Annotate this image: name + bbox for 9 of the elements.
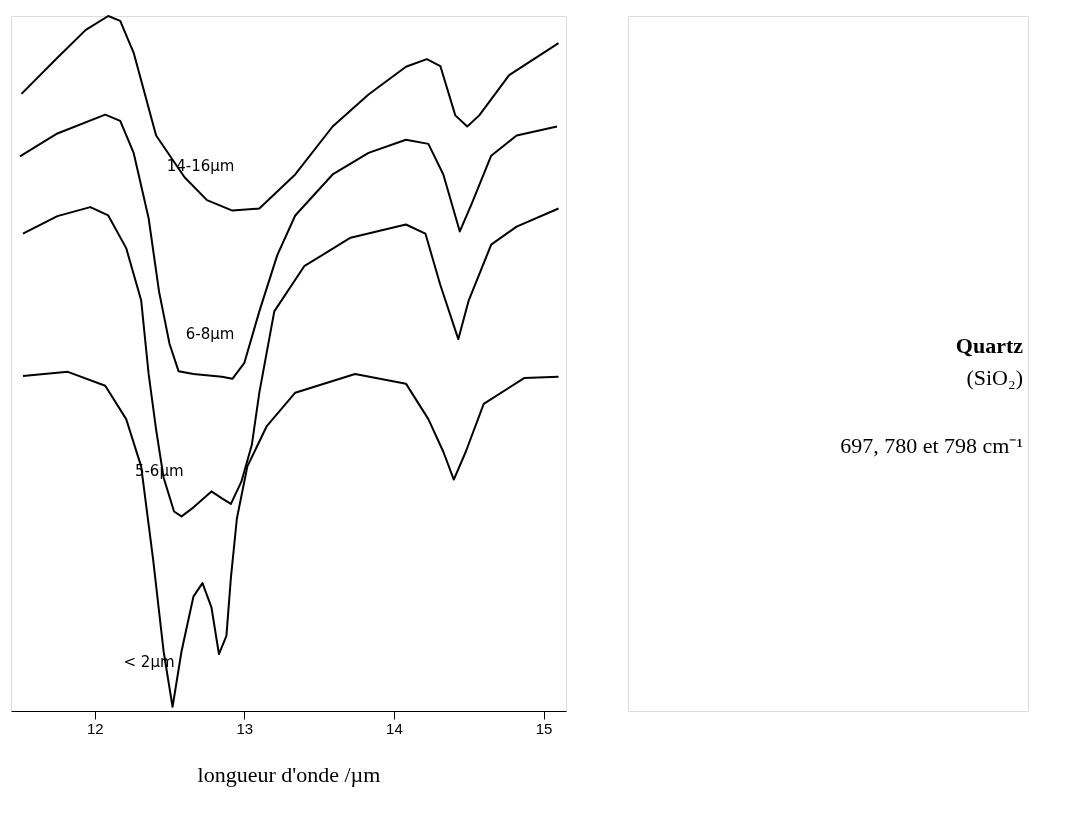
text: 697, 780 et 798 cm⁻¹ xyxy=(840,433,1023,458)
x-tick-label: 15 xyxy=(535,719,553,737)
text: Quartz xyxy=(955,333,1024,358)
x-axis-title: longueur d'onde /µm xyxy=(197,761,381,787)
x-tick-label: 13 xyxy=(236,719,254,737)
text: (SiO₂) xyxy=(966,365,1023,390)
series-label: 6-8µm xyxy=(185,324,235,343)
x-tick-label: 12 xyxy=(86,719,104,737)
x-tick-label: 14 xyxy=(386,719,403,737)
